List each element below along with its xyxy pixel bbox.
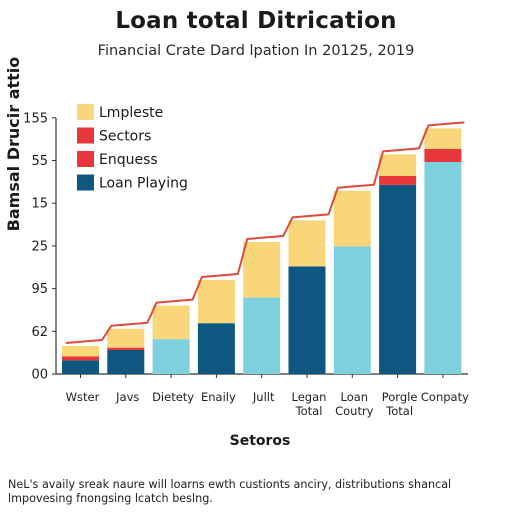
y-tick-label: 155: [23, 111, 48, 126]
bar-segment-lmpleste-light: [333, 246, 371, 374]
y-tick-label: 15: [31, 197, 48, 212]
x-tick-label: Dietety: [152, 390, 194, 404]
x-axis-label: Setoros: [229, 433, 291, 449]
legend-label: Lmpleste: [99, 105, 163, 121]
bar-segment-lmpleste-light: [243, 297, 281, 374]
x-tick-label: Javs: [115, 390, 139, 404]
x-tick-label: Porgle: [382, 390, 418, 404]
y-tick-label: 95: [31, 282, 48, 297]
bar-segment-lmpleste: [243, 242, 281, 298]
legend-swatch: [77, 127, 94, 144]
bar-segment-lmpleste-light: [424, 162, 462, 374]
bar-segment-enquess: [424, 148, 462, 162]
x-tick-label: Conpaty: [421, 390, 469, 404]
y-tick-label: 55: [31, 154, 48, 169]
bar-segment-loan-playing: [197, 323, 235, 374]
bar-segment-loan-playing: [288, 266, 326, 374]
bar-segment-lmpleste: [62, 346, 99, 357]
bar-segment-lmpleste: [107, 328, 145, 348]
chart-subtitle: Financial Crate Dard lpation In 20125, 2…: [97, 43, 415, 59]
bar-segment-loan-playing: [107, 350, 145, 374]
bar-segment-lmpleste: [379, 154, 417, 176]
bar-segment-enquess: [107, 347, 145, 350]
bar-segment-enquess: [379, 176, 417, 185]
x-tick-label: Total: [295, 404, 323, 418]
y-tick-label: 25: [31, 239, 48, 254]
legend-swatch: [77, 174, 94, 191]
legend-label: Sectors: [99, 129, 151, 145]
bar-segment-loan-playing: [62, 360, 99, 374]
bar-segment-lmpleste: [288, 220, 326, 267]
legend-label: Enquess: [99, 152, 158, 168]
legend-label: Loan Playing: [99, 176, 188, 192]
x-tick-label: Jullt: [252, 390, 275, 404]
bar-segment-lmpleste: [152, 305, 190, 340]
y-tick-label: 62: [31, 325, 48, 340]
legend-swatch: [77, 151, 94, 167]
x-tick-label: Enaily: [201, 390, 236, 404]
bar-segment-lmpleste: [197, 280, 235, 324]
chart-title: Loan total Ditrication: [115, 8, 397, 34]
bar-segment-lmpleste-light: [152, 339, 190, 374]
trend-line: [65, 121, 465, 344]
x-tick-label: Coutry: [335, 404, 374, 418]
x-tick-label: Loan: [341, 390, 369, 404]
x-tick-label: Wster: [66, 390, 100, 404]
x-tick-label: Legan: [292, 390, 327, 404]
bar-segment-enquess: [62, 356, 99, 361]
legend-swatch: [77, 104, 94, 120]
bar-segment-lmpleste: [424, 128, 462, 149]
bar-segment-lmpleste: [333, 190, 371, 247]
footnote: NeL's availy sreak naure will loarns ewt…: [8, 478, 452, 505]
bar-segment-loan-playing: [379, 184, 417, 374]
y-tick-label: 00: [31, 368, 48, 383]
x-tick-label: Total: [385, 404, 413, 418]
